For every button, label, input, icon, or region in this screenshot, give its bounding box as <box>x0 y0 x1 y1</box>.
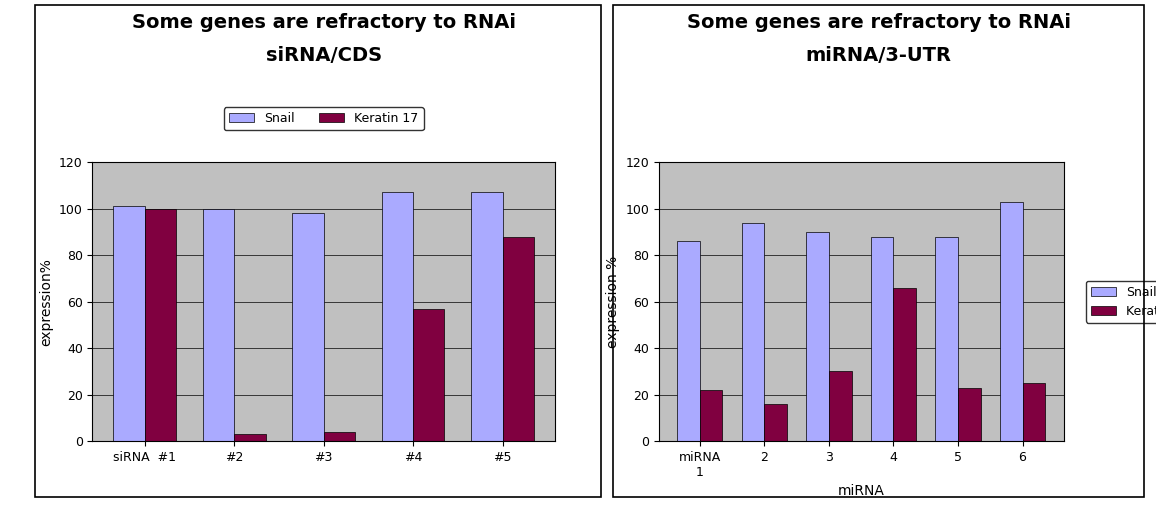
X-axis label: miRNA: miRNA <box>838 484 884 498</box>
Bar <box>113 206 144 441</box>
Legend: Snail, Keratin 17: Snail, Keratin 17 <box>1085 280 1156 323</box>
Y-axis label: expression%: expression% <box>39 258 53 346</box>
Bar <box>764 404 787 441</box>
Bar <box>894 287 916 441</box>
Bar <box>699 390 722 441</box>
Bar <box>1000 202 1023 441</box>
Bar <box>829 371 852 441</box>
Bar <box>958 388 980 441</box>
Text: siRNA/CDS: siRNA/CDS <box>266 46 381 64</box>
Legend: Snail, Keratin 17: Snail, Keratin 17 <box>224 107 423 130</box>
Bar <box>503 237 534 441</box>
Bar <box>292 213 324 441</box>
Bar <box>870 237 894 441</box>
Y-axis label: expression %: expression % <box>606 256 620 348</box>
Bar <box>144 209 176 441</box>
Text: Some genes are refractory to RNAi: Some genes are refractory to RNAi <box>687 13 1070 31</box>
Bar <box>742 223 764 441</box>
Bar <box>324 432 355 441</box>
Text: miRNA/3-UTR: miRNA/3-UTR <box>806 46 951 64</box>
Bar <box>203 209 235 441</box>
Bar <box>413 309 444 441</box>
Bar <box>807 232 829 441</box>
Bar <box>235 434 266 441</box>
Bar <box>935 237 958 441</box>
Bar <box>472 193 503 441</box>
Bar <box>1023 383 1045 441</box>
Text: Some genes are refractory to RNAi: Some genes are refractory to RNAi <box>132 13 516 31</box>
Bar <box>381 193 413 441</box>
Bar <box>677 241 699 441</box>
